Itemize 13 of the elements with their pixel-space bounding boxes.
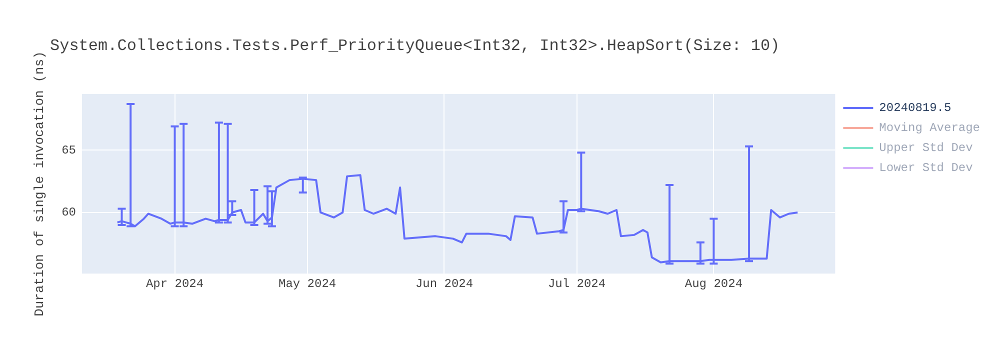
y-tick-label: 60 [62,206,76,220]
legend-label: Upper Std Dev [879,141,973,156]
chart-title: System.Collections.Tests.Perf_PriorityQueue<Int32, Int32>.HeapSort(Size: 10) [50,37,780,56]
legend-label: Moving Average [879,121,980,136]
x-tick-label: Jun 2024 [415,276,474,291]
x-tick-label: Apr 2024 [146,276,204,291]
x-tick-label: Aug 2024 [684,276,743,291]
y-tick-label: 65 [62,143,76,158]
y-axis-title: Duration of single invocation (ns) [32,51,48,316]
x-tick-label: Jul 2024 [548,276,606,291]
legend-label: Lower Std Dev [879,161,973,176]
legend-label: 20240819.5 [879,101,952,116]
x-tick-label: May 2024 [278,276,336,291]
